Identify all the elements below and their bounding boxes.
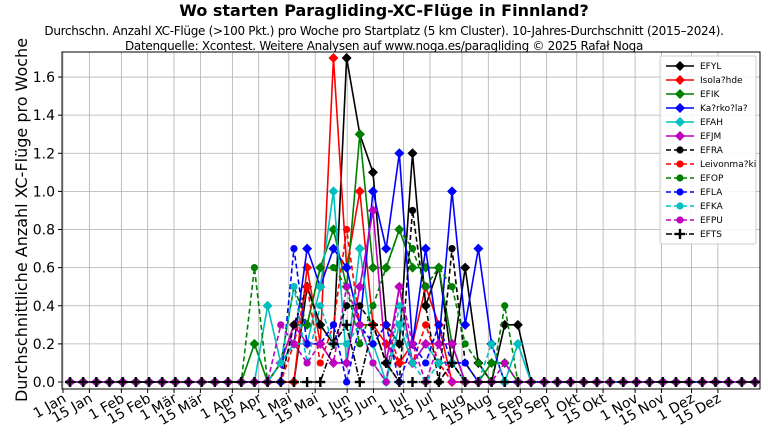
legend-label: EFKA bbox=[700, 202, 724, 212]
legend-label: EFYL bbox=[700, 62, 721, 72]
y-tick-label: 0.6 bbox=[33, 261, 55, 277]
legend-label: EFTS bbox=[700, 230, 722, 240]
legend-label: Leivonma?ki bbox=[700, 160, 756, 170]
series-efah bbox=[65, 186, 760, 387]
legend-label: EFJM bbox=[700, 132, 721, 142]
legend: EFYL Isola?hde EFIK Ka?rko?la? EFAH EFJM EFRA L… bbox=[659, 55, 757, 245]
legend-label: EFAH bbox=[700, 118, 723, 128]
legend-item: EFAH bbox=[666, 117, 723, 128]
legend-item: EFRA bbox=[666, 146, 724, 156]
plot-frame bbox=[61, 51, 761, 390]
y-tick-label: 1.2 bbox=[33, 146, 55, 162]
y-axis-ticks: 0.0 0.2 0.4 0.6 0.8 1.0 1.2 1.4 1.6 bbox=[33, 70, 62, 391]
y-tick-label: 1.0 bbox=[33, 184, 55, 200]
chart-subtitle: Durchschn. Anzahl XC-Flüge (>100 Pkt.) p… bbox=[44, 24, 724, 38]
legend-item: EFKA bbox=[666, 202, 724, 212]
legend-item: EFPU bbox=[666, 216, 723, 226]
legend-label: EFOP bbox=[700, 174, 724, 184]
legend-item: EFIK bbox=[666, 89, 721, 100]
legend-item: EFTS bbox=[666, 229, 722, 240]
y-tick-label: 1.4 bbox=[33, 108, 55, 124]
legend-item: EFLA bbox=[666, 188, 723, 198]
series-efts bbox=[65, 319, 760, 387]
y-tick-label: 1.6 bbox=[33, 70, 55, 86]
chart-source-line: Datenquelle: Xcontest. Weitere Analysen … bbox=[124, 39, 644, 53]
legend-label: EFRA bbox=[700, 146, 724, 156]
legend-item: EFJM bbox=[666, 131, 721, 142]
y-tick-label: 0.0 bbox=[33, 375, 55, 391]
chart-title: Wo starten Paragliding-XC-Flüge in Finnl… bbox=[179, 1, 589, 20]
legend-label: Ka?rko?la? bbox=[700, 104, 748, 114]
legend-label: Isola?hde bbox=[700, 76, 743, 86]
y-tick-label: 0.4 bbox=[33, 299, 55, 315]
legend-item: EFYL bbox=[666, 61, 721, 72]
legend-item: EFOP bbox=[666, 174, 724, 184]
series-lines bbox=[65, 52, 760, 387]
legend-label: EFLA bbox=[700, 188, 723, 198]
legend-label: EFIK bbox=[700, 90, 721, 100]
y-tick-label: 0.8 bbox=[33, 223, 55, 239]
legend-item: Isola?hde bbox=[666, 75, 743, 86]
legend-item: Leivonma?ki bbox=[666, 160, 756, 170]
y-tick-label: 0.2 bbox=[33, 337, 55, 353]
legend-label: EFPU bbox=[700, 216, 723, 226]
y-axis-label: Durchschnittliche Anzahl XC-Flüge pro Wo… bbox=[12, 38, 31, 402]
legend-item: Ka?rko?la? bbox=[666, 103, 748, 114]
